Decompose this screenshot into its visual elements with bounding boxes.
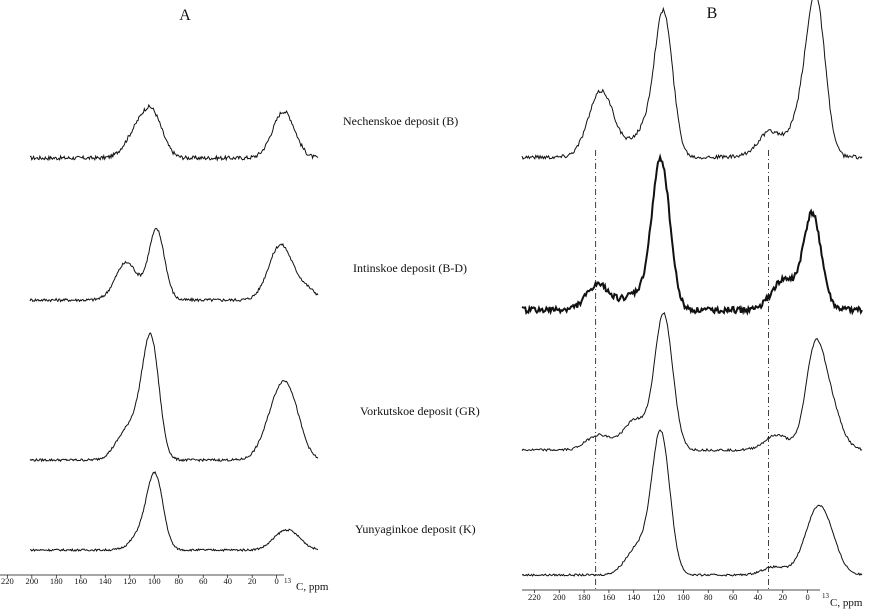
sample-label-yunyaginkoe: Yunyaginkoe deposit (K) xyxy=(355,522,476,536)
spectrum-a-nechenskoe xyxy=(29,103,319,162)
panel-a-label: A xyxy=(179,7,191,24)
panel-a-spectra xyxy=(29,103,319,553)
panel-a-tick-label: 60 xyxy=(199,576,208,586)
panel-b-tick-labels: 220 200 180 160 140 120 100 80 60 40 20 0 xyxy=(528,592,810,602)
panel-b-ticks xyxy=(534,590,808,593)
panel-a-tick-label: 80 xyxy=(174,576,183,586)
panel-b-label: B xyxy=(707,5,718,22)
panel-a-tick-label: 40 xyxy=(223,576,232,586)
panel-b-tick-label: 180 xyxy=(578,592,591,602)
panel-b-tick-label: 0 xyxy=(805,592,809,602)
spectrum-b-yunyaginkoe xyxy=(521,429,863,577)
panel-a-tick-label: 160 xyxy=(74,576,87,586)
panel-b-tick-label: 20 xyxy=(779,592,788,602)
panel-a-tick-label: 200 xyxy=(25,576,38,586)
sample-label-intinskoe: Intinskoe deposit (B-D) xyxy=(353,261,467,275)
spectrum-a-intinskoe xyxy=(29,227,319,303)
panel-b-tick-label: 200 xyxy=(553,592,566,602)
panel-a-x-axis: 220 200 180 160 140 120 100 80 60 40 20 0 13 C, ppm xyxy=(0,574,329,593)
panel-b-axis-unit: C, ppm xyxy=(830,597,863,609)
panel-a-ticks xyxy=(6,575,278,578)
panel-b-tick-label: 80 xyxy=(704,592,713,602)
sample-label-vorkutskoe: Vorkutskoe deposit (GR) xyxy=(360,404,480,418)
panel-a-tick-label: 0 xyxy=(275,576,279,586)
spectrum-b-intinskoe xyxy=(521,153,863,316)
panel-b-axis-unit-sup: 13 xyxy=(822,592,830,600)
panel-a-tick-label: 180 xyxy=(50,576,63,586)
panel-b-tick-label: 220 xyxy=(528,592,541,602)
panel-a-tick-labels: 220 200 180 160 140 120 100 80 60 40 20 0 xyxy=(1,576,279,586)
panel-b-x-axis: 220 200 180 160 140 120 100 80 60 40 20 0 13 C, ppm xyxy=(522,589,863,609)
panel-b-tick-label: 100 xyxy=(677,592,690,602)
panel-a-tick-label: 120 xyxy=(123,576,136,586)
spectrum-a-yunyaginkoe xyxy=(29,471,319,553)
panel-a-axis-unit-sup: 13 xyxy=(284,577,292,585)
panel-b-tick-label: 60 xyxy=(729,592,738,602)
panel-b-tick-label: 40 xyxy=(754,592,763,602)
panel-a-tick-label: 20 xyxy=(248,576,257,586)
panel-b-tick-label: 160 xyxy=(603,592,616,602)
spectrum-b-nechenskoe xyxy=(521,0,863,160)
spectrum-b-vorkutskoe xyxy=(521,312,863,453)
panel-a-tick-label: 100 xyxy=(148,576,161,586)
sample-label-nechenskoe: Nechenskoe deposit (B) xyxy=(343,114,458,128)
panel-a-tick-label: 220 xyxy=(1,576,14,586)
panel-b-spectra xyxy=(521,0,863,577)
spectrum-a-vorkutskoe xyxy=(29,332,319,463)
panel-a-tick-label: 140 xyxy=(99,576,112,586)
panel-a-axis-unit: C, ppm xyxy=(296,581,329,593)
panel-b-tick-label: 120 xyxy=(652,592,665,602)
panel-b-tick-label: 140 xyxy=(627,592,640,602)
